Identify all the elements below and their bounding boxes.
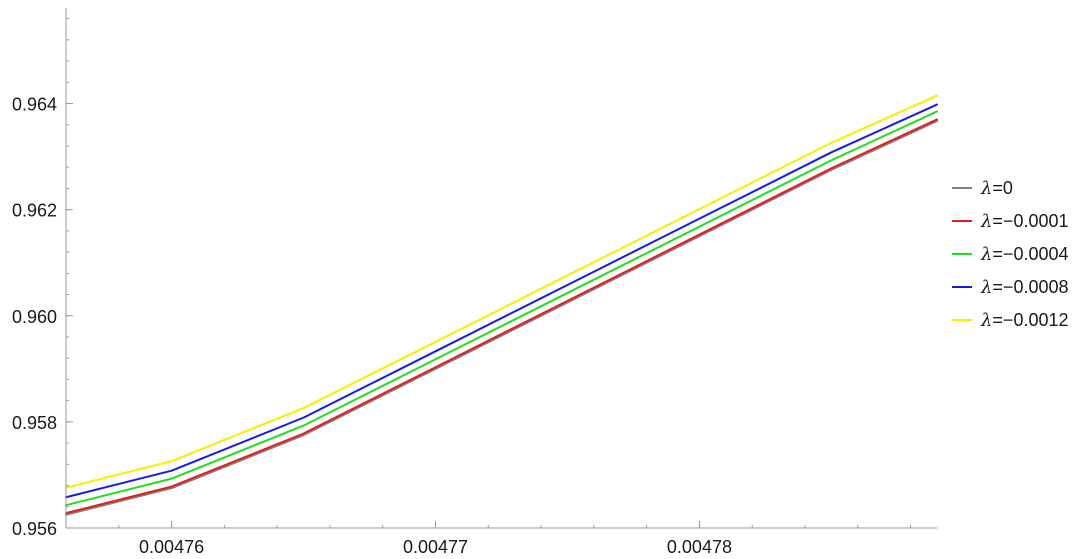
legend-lambda-symbol: λ — [980, 310, 992, 331]
legend-item: λ=−0.0008 — [952, 277, 1069, 298]
legend-lambda-value: =−0.0001 — [992, 211, 1068, 231]
y-tick-label: 0.958 — [12, 413, 57, 433]
legend-item: λ=0 — [952, 178, 1013, 199]
legend-label: λ=−0.0004 — [980, 244, 1069, 265]
legend-lambda-symbol: λ — [980, 277, 992, 298]
series-line-3 — [65, 103, 938, 499]
legend-item: λ=−0.0001 — [952, 211, 1069, 232]
legend-lambda-symbol: λ — [980, 211, 992, 232]
legend-item: λ=−0.0004 — [952, 244, 1069, 265]
y-tick-label: 0.956 — [12, 519, 57, 539]
x-tick-label: 0.00477 — [403, 537, 468, 557]
y-tick-label: 0.964 — [12, 95, 57, 115]
legend-label: λ=−0.0008 — [980, 277, 1069, 298]
x-tick-label: 0.00478 — [667, 537, 732, 557]
y-tick-label: 0.960 — [12, 307, 57, 327]
series-line-1 — [65, 118, 938, 515]
y-tick-label: 0.962 — [12, 201, 57, 221]
series-line-0 — [65, 120, 938, 516]
series-line-2 — [65, 110, 938, 507]
legend-lambda-value: =−0.0012 — [992, 310, 1068, 330]
x-tick-label: 0.00476 — [139, 537, 204, 557]
series-line-4 — [65, 94, 938, 489]
legend-lambda-symbol: λ — [980, 244, 992, 265]
legend-label: λ=−0.0001 — [980, 211, 1069, 232]
legend-lambda-value: =−0.0004 — [992, 244, 1068, 264]
axes: 0.00476 0.00477 0.00478 0.956 0.958 0.960 0.96… — [12, 8, 937, 557]
legend-label: λ=−0.0012 — [980, 310, 1069, 331]
legend-lambda-value: =0 — [992, 178, 1013, 198]
plot-area — [65, 94, 938, 516]
legend-label: λ=0 — [980, 178, 1013, 199]
legend-lambda-value: =−0.0008 — [992, 277, 1068, 297]
legend-item: λ=−0.0012 — [952, 310, 1069, 331]
axis-ticks: 0.00476 0.00477 0.00478 0.956 0.958 0.960 0.96… — [12, 18, 912, 557]
legend-lambda-symbol: λ — [980, 178, 992, 199]
